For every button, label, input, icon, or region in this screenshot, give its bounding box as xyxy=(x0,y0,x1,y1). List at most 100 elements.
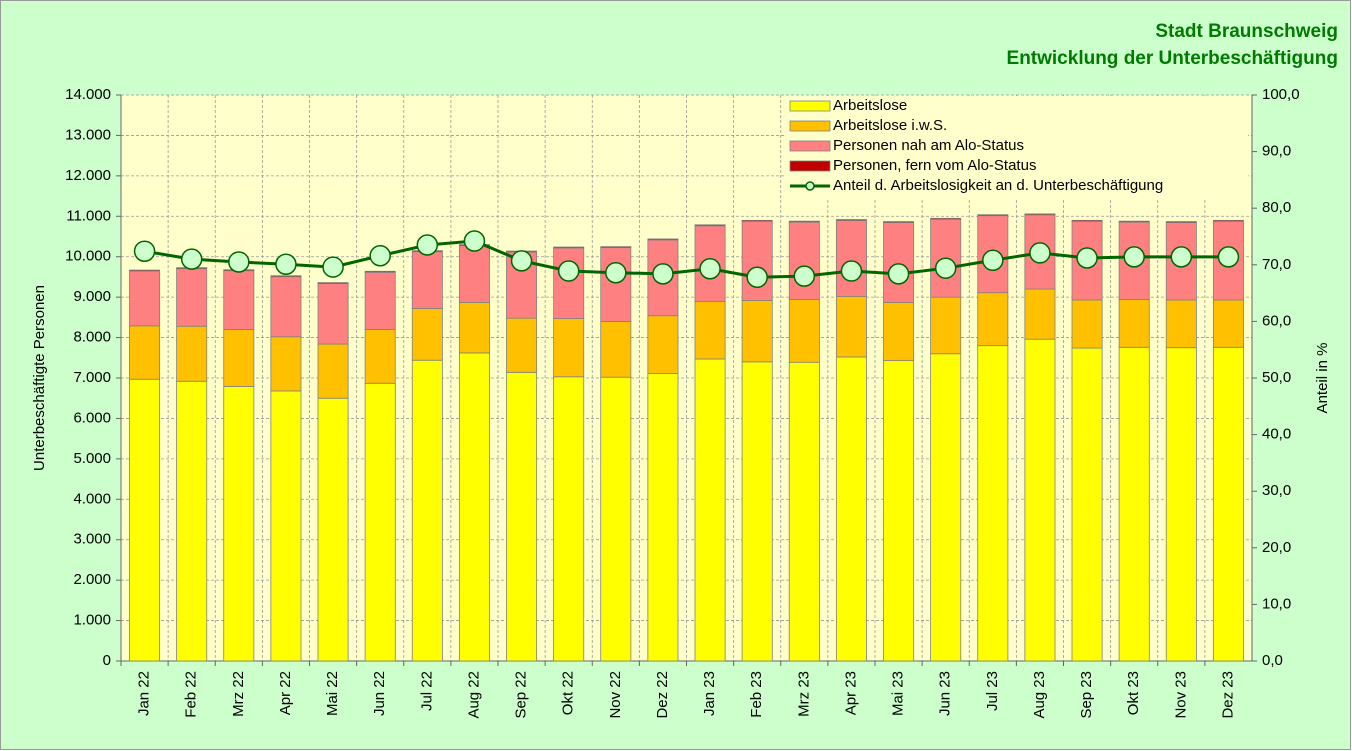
bar-segment xyxy=(694,358,726,662)
bar-segment xyxy=(270,390,302,662)
bar-segment xyxy=(411,308,443,361)
x-tick-label: Jun 22 xyxy=(371,671,388,716)
legend-swatch xyxy=(789,100,831,112)
bar-segment xyxy=(1024,213,1056,216)
y-tick-label: 8.000 xyxy=(73,329,111,346)
line-marker xyxy=(746,266,768,289)
line-marker xyxy=(369,244,391,267)
x-tick-label: Sep 22 xyxy=(513,671,530,719)
line-marker xyxy=(510,250,533,272)
line-marker xyxy=(982,249,1004,272)
x-tick-label: Jul 23 xyxy=(984,671,1001,711)
bar-segment xyxy=(364,270,396,273)
bar-segment xyxy=(223,329,255,387)
bar-segment xyxy=(270,336,302,392)
legend-swatch xyxy=(789,160,831,172)
bar-segment xyxy=(1118,220,1150,223)
y2-tick-label: 30,0 xyxy=(1262,482,1291,499)
y2-tick-label: 60,0 xyxy=(1262,312,1291,329)
bar-segment xyxy=(930,296,962,355)
bar-segment xyxy=(741,299,773,363)
bar-segment xyxy=(129,270,161,327)
bar-segment xyxy=(883,221,915,223)
bar-segment xyxy=(694,301,726,360)
legend-label: Personen nah am Alo-Status xyxy=(833,137,1024,154)
line-marker xyxy=(228,251,250,273)
y-tick-label: 13.000 xyxy=(65,126,111,143)
bar-segment xyxy=(129,378,161,662)
bar-segment xyxy=(930,353,962,662)
bar-segment xyxy=(364,382,396,662)
chart-subtitle: Entwicklung der Unterbeschäftigung xyxy=(1007,48,1338,69)
y2-tick-label: 0,0 xyxy=(1262,652,1283,669)
bar-segment xyxy=(1071,299,1103,349)
bar-segment xyxy=(1212,346,1244,662)
line-marker xyxy=(557,260,580,282)
y-tick-label: 9.000 xyxy=(73,288,111,305)
bar-segment xyxy=(506,371,538,662)
legend-marker xyxy=(805,181,815,191)
bar-segment xyxy=(458,245,490,303)
x-tick-label: Dez 23 xyxy=(1219,671,1236,719)
y2-tick-label: 10,0 xyxy=(1262,595,1291,612)
bar-segment xyxy=(788,221,820,300)
x-tick-label: Feb 22 xyxy=(183,671,200,718)
bar-segment xyxy=(741,220,773,301)
bar-segment xyxy=(600,247,632,322)
bar-segment xyxy=(411,251,443,309)
y-axis-label: Unterbeschäftigte Personen xyxy=(31,285,48,471)
bar-segment xyxy=(1071,219,1103,222)
legend-label: Arbeitslose i.w.S. xyxy=(833,117,947,134)
x-tick-label: Okt 22 xyxy=(560,671,577,715)
line-marker xyxy=(605,261,627,284)
bar-segment xyxy=(364,329,396,384)
bar-segment xyxy=(788,361,820,662)
x-tick-label: Sep 23 xyxy=(1078,671,1095,719)
bar-segment xyxy=(458,352,490,662)
line-marker xyxy=(1076,247,1098,269)
bar-segment xyxy=(835,220,867,297)
legend-box xyxy=(785,96,1248,198)
bar-segment xyxy=(553,247,585,319)
bar-segment xyxy=(1071,347,1103,662)
y-tick-label: 14.000 xyxy=(65,86,111,103)
bar-segment xyxy=(883,360,915,662)
line-marker xyxy=(793,265,816,287)
line-marker xyxy=(463,230,486,252)
bar-segment xyxy=(317,397,349,662)
x-tick-label: Nov 23 xyxy=(1172,671,1189,719)
legend-swatch xyxy=(789,140,831,152)
bar-segment xyxy=(553,246,585,249)
line-marker xyxy=(1217,246,1240,268)
x-tick-label: Jan 22 xyxy=(136,671,153,716)
y2-tick-label: 40,0 xyxy=(1262,426,1291,443)
bar-segment xyxy=(647,238,679,241)
bar-segment xyxy=(647,373,679,662)
bar-segment xyxy=(600,376,632,662)
line-marker xyxy=(840,260,863,282)
bar-segment xyxy=(788,220,820,223)
bar-segment xyxy=(411,359,443,662)
bar-segment xyxy=(647,315,679,374)
bar-segment xyxy=(176,325,208,382)
bar-segment xyxy=(223,270,255,330)
y-tick-label: 11.000 xyxy=(66,207,111,224)
y-tick-label: 7.000 xyxy=(73,369,111,386)
line-marker xyxy=(322,256,344,278)
legend-label: Arbeitslose xyxy=(833,97,907,114)
bar-segment xyxy=(1024,338,1056,662)
x-tick-label: Jul 22 xyxy=(418,671,435,711)
legend-label: Personen, fern vom Alo-Status xyxy=(833,157,1036,174)
bar-segment xyxy=(223,386,255,662)
x-tick-label: Okt 23 xyxy=(1125,671,1142,715)
bar-segment xyxy=(788,299,820,363)
bar-segment xyxy=(741,219,773,222)
line-marker xyxy=(652,263,674,285)
y-tick-label: 4.000 xyxy=(73,490,111,507)
bar-segment xyxy=(1212,299,1244,348)
bar-segment xyxy=(1165,221,1197,223)
bar-segment xyxy=(129,269,161,272)
y2-tick-label: 50,0 xyxy=(1262,369,1291,386)
line-marker xyxy=(934,257,957,279)
